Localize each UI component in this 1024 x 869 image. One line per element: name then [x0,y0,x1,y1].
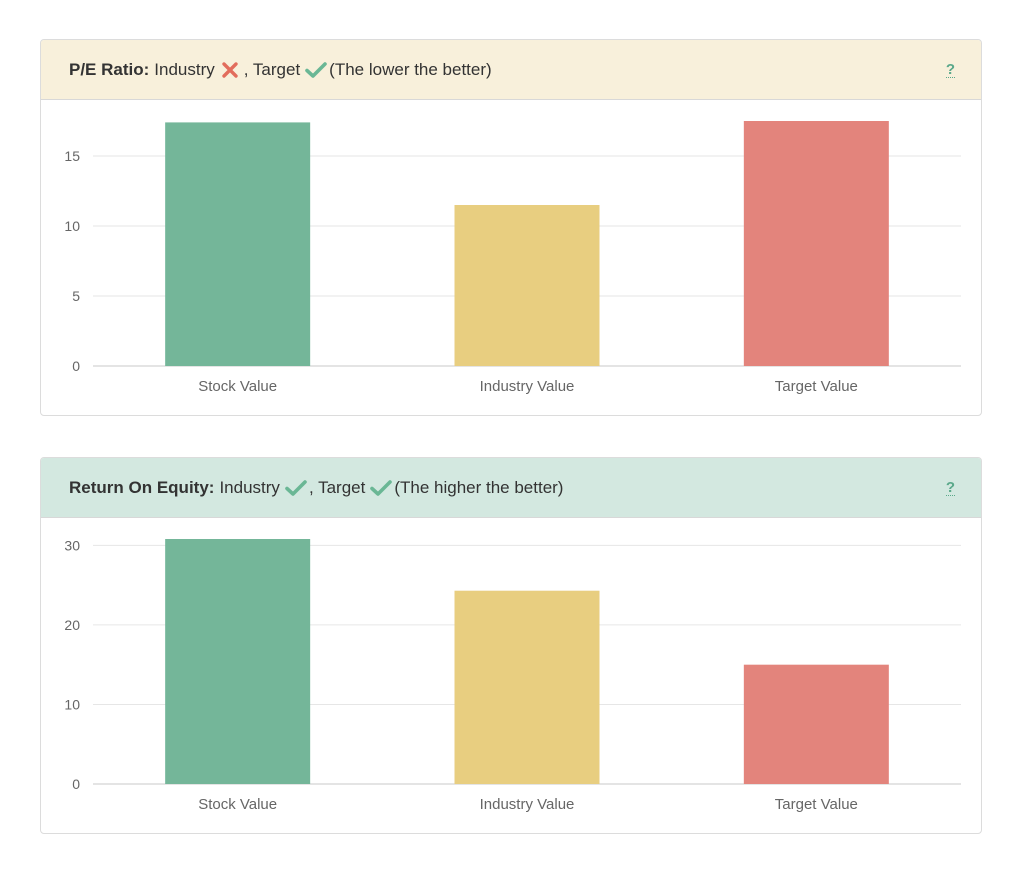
y-tick-label: 0 [72,358,80,374]
pe-ratio-card: P/E Ratio: Industry , Target (The lower … [40,39,982,416]
roe-chart: 0 10 20 30 Stock Value Industry Value Target V… [41,518,981,833]
pe-ratio-header: P/E Ratio: Industry , Target (The lower … [41,40,981,100]
metric-title: P/E Ratio: [69,59,150,79]
check-icon [305,60,327,80]
roe-bar-chart: 0 10 20 30 Stock Value Industry Value Target V… [64,537,961,813]
y-tick-label: 0 [72,776,80,792]
x-tick-label: Target Value [775,378,858,395]
y-tick-label: 10 [64,696,80,712]
check-icon [370,478,393,498]
roe-card: Return On Equity: Industry , Target (The… [40,457,982,834]
target-label: , Target [243,59,301,79]
bar-industry-value[interactable] [454,590,600,784]
y-tick-label: 20 [64,617,80,633]
metric-title: Return On Equity: [69,477,215,497]
industry-label: Industry [154,59,215,79]
x-tick-label: Industry Value [480,378,575,395]
bar-stock-value[interactable] [165,539,311,784]
industry-label: Industry [219,477,280,497]
y-tick-label: 15 [64,148,80,164]
x-tick-label: Industry Value [480,796,575,813]
y-tick-label: 5 [72,288,80,304]
y-tick-label: 10 [64,218,80,234]
rule-note: (The lower the better) [329,59,492,79]
x-tick-label: Stock Value [198,378,277,395]
bar-industry-value[interactable] [454,205,600,366]
bar-target-value[interactable] [743,664,889,784]
help-icon[interactable]: ? [945,61,955,78]
bar-target-value[interactable] [743,121,889,366]
y-tick-label: 30 [64,537,80,553]
x-tick-label: Target Value [775,796,858,813]
bar-stock-value[interactable] [165,122,311,367]
target-label: , Target [308,477,366,497]
pe-ratio-chart: 0 5 10 15 Stock Value Industry Value Target Va… [41,100,981,415]
pe-ratio-bar-chart: 0 5 10 15 Stock Value Industry Value Target Va… [64,121,961,395]
cross-icon [220,60,240,80]
roe-header: Return On Equity: Industry , Target (The… [41,458,981,518]
check-icon [285,478,307,498]
x-tick-label: Stock Value [198,796,277,813]
rule-note: (The higher the better) [394,477,564,497]
help-icon[interactable]: ? [945,479,955,496]
